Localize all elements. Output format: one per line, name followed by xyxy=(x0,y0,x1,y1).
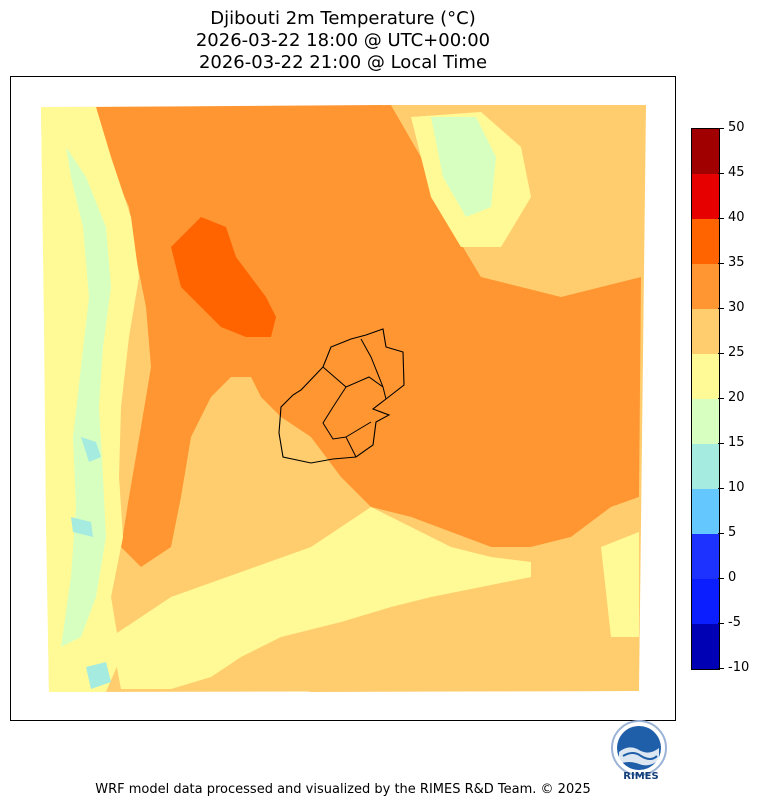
colorbar-tick xyxy=(718,173,724,174)
colorbar xyxy=(691,128,720,670)
field-warm-south xyxy=(111,507,531,689)
colorbar-segment xyxy=(692,129,719,174)
colorbar-tick xyxy=(718,398,724,399)
field-hotter-core xyxy=(171,217,276,337)
colorbar-tick xyxy=(718,263,724,264)
title-variable: Djibouti 2m Temperature (°C) xyxy=(210,8,476,29)
colorbar-segment xyxy=(692,219,719,264)
colorbar-tick-label: 50 xyxy=(728,120,745,135)
title-local-time: 2026-03-22 21:00 @ Local Time xyxy=(198,52,488,73)
rimes-logo-text: RIMES xyxy=(623,771,659,782)
colorbar-tick-label: 45 xyxy=(728,165,745,180)
colorbar-tick-label: 5 xyxy=(728,525,737,540)
colorbar-tick xyxy=(718,218,724,219)
field-mild-west xyxy=(61,147,111,647)
colorbar-tick-label: 10 xyxy=(728,480,745,495)
colorbar-segment xyxy=(692,534,719,579)
colorbar-segment xyxy=(692,174,719,219)
colorbar-tick xyxy=(718,623,724,624)
colorbar-tick-label: 20 xyxy=(728,390,745,405)
colorbar-tick xyxy=(718,533,724,534)
colorbar-tick xyxy=(718,353,724,354)
map-frame: RIMES xyxy=(10,76,676,782)
field-mild-northeast xyxy=(431,117,496,217)
colorbar-tick-label: 0 xyxy=(728,570,737,585)
colorbar-tick-label: 30 xyxy=(728,300,745,315)
colorbar-segment xyxy=(692,264,719,309)
rimes-logo-icon xyxy=(609,720,673,784)
colorbar-segment xyxy=(692,444,719,489)
colorbar-tick xyxy=(718,128,724,129)
temperature-map xyxy=(41,105,646,692)
colorbar-tick-label: 15 xyxy=(728,435,745,450)
colorbar-segment xyxy=(692,309,719,354)
colorbar-segment xyxy=(692,489,719,534)
region-borders xyxy=(322,338,387,458)
colorbar-tick xyxy=(718,488,724,489)
colorbar-tick xyxy=(718,668,724,669)
colorbar-segment xyxy=(692,354,719,399)
colorbar-tick-label: 35 xyxy=(728,255,745,270)
map-title: Djibouti 2m Temperature (°C) 2026-03-22 … xyxy=(0,8,686,74)
title-utc-time: 2026-03-22 18:00 @ UTC+00:00 xyxy=(195,30,491,51)
colorbar-tick-label: -5 xyxy=(728,615,741,630)
footer-credit: WRF model data processed and visualized … xyxy=(95,782,591,797)
colorbar-tick-label: -10 xyxy=(728,660,750,675)
colorbar-tick xyxy=(718,578,724,579)
field-hot-region xyxy=(96,105,641,567)
colorbar-segment xyxy=(692,579,719,624)
colorbar-segment xyxy=(692,624,719,669)
colorbar-tick-label: 25 xyxy=(728,345,745,360)
field-warm-southeast xyxy=(601,532,639,637)
colorbar-tick xyxy=(718,308,724,309)
country-border xyxy=(278,328,405,464)
colorbar-tick xyxy=(718,443,724,444)
colorbar-segment xyxy=(692,399,719,444)
colorbar-tick-label: 40 xyxy=(728,210,745,225)
